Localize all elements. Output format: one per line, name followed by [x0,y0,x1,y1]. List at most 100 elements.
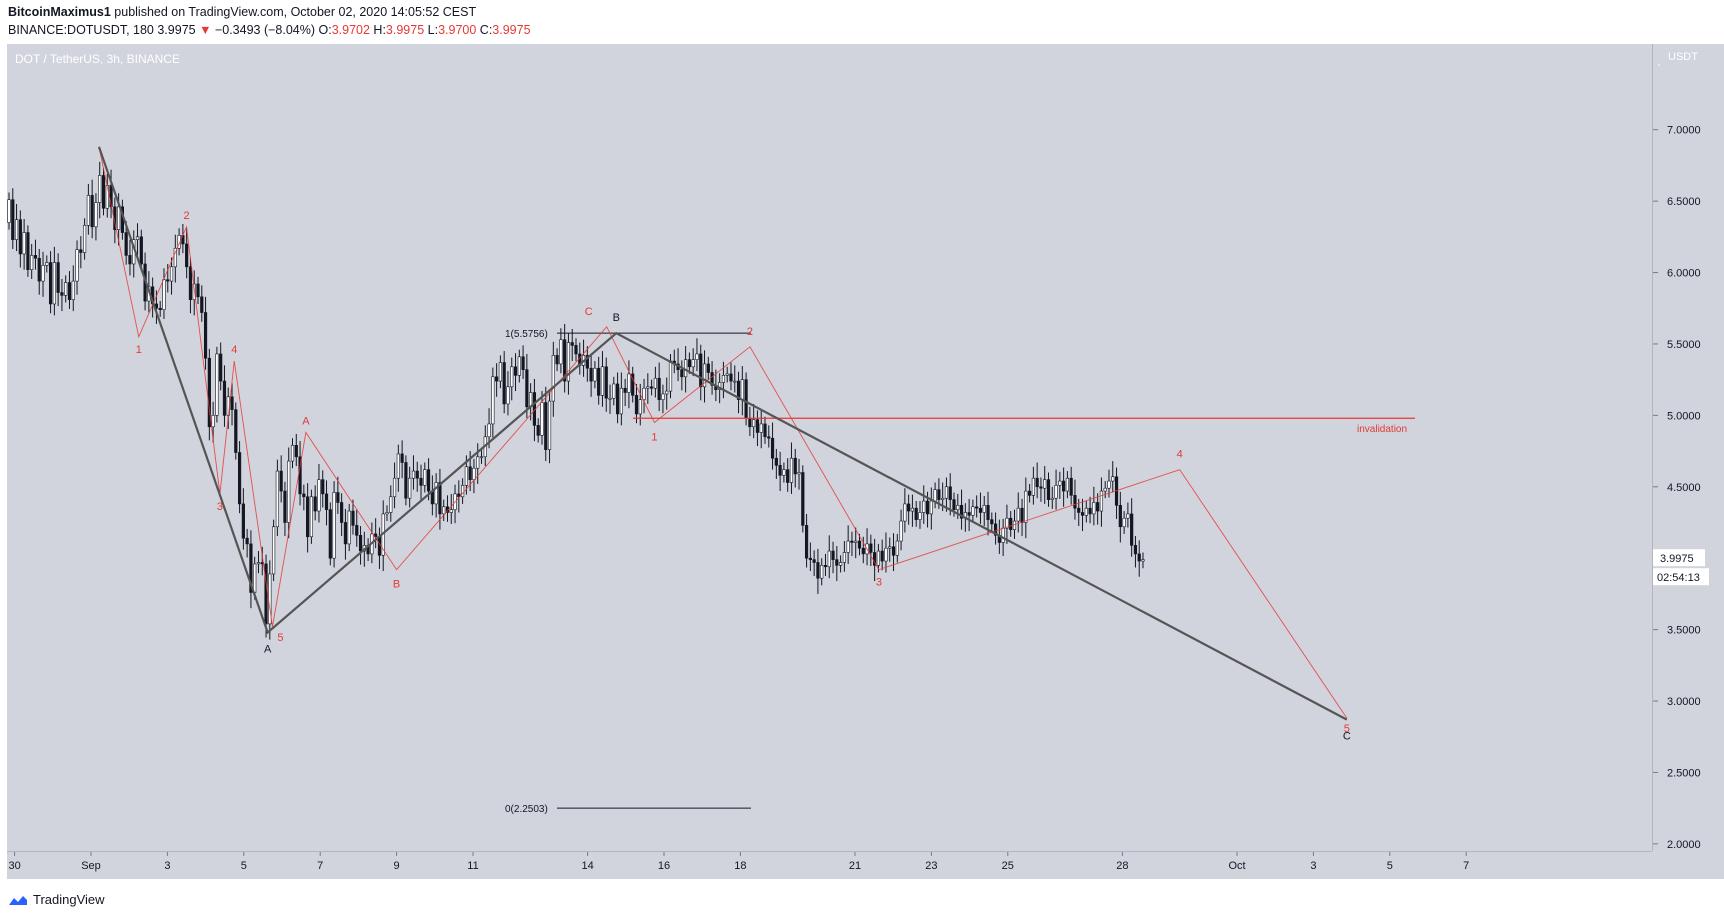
candle-body [740,379,744,400]
candle-body [502,362,506,405]
ohlc-legend: BINANCE:DOTUSDT, 180 3.9975 ▼ −0.3493 (−… [8,23,531,37]
candle-body [861,547,865,555]
candle-body [907,503,911,512]
candle-body [555,355,559,365]
candle-body [657,377,661,400]
candle-body [173,247,177,268]
candle-body [551,355,555,402]
candle-body [18,219,22,255]
candle-body [820,565,824,579]
time-tick-label: 3 [1310,860,1316,872]
price-tick-label: 2.0000 [1667,839,1701,851]
candle-body [816,562,820,579]
brand-label: TradingView [33,892,105,907]
open-label: O: [318,23,332,37]
candle-body [188,266,193,300]
time-axis[interactable]: 30 Sep 3 5 7 9 11 14 16 18 21 23 25 28 Oct 3 5 7 [7,851,1652,880]
candle-body [449,509,453,513]
candle-body [944,486,949,499]
candle-body [79,249,83,253]
candle-body [472,467,476,480]
candle-body [850,540,854,543]
candle-body [41,265,45,282]
candle-body [589,367,593,382]
candle-body [196,283,200,298]
chart-pane[interactable]: invalidation 1(5.5756) 0(2.2503) 1 2 3 4 5 A B C 1 2… [7,44,1652,851]
wave-label-red: 3 [217,501,223,513]
candle-body [600,366,605,396]
candle-body [230,396,234,410]
candle-body [22,232,26,255]
candle-body [638,399,642,415]
wave-label-red: 1 [651,432,657,444]
price-tick-label: 2.5000 [1667,767,1701,779]
candle-body [978,507,983,513]
candle-body [411,470,416,479]
candle-body [710,372,714,386]
candle-body [823,565,828,568]
time-tick-label: 23 [925,860,937,872]
candle-body [888,546,892,549]
price-tick-label: 4.5000 [1667,482,1701,494]
candle-body [457,493,461,498]
wave-label-black: C [1343,731,1351,743]
countdown-badge [1653,568,1709,586]
wave-label-red: 4 [231,344,237,356]
candle-body [64,282,68,296]
candle-body [185,243,189,268]
author-name[interactable]: BitcoinMaximus1 [8,5,111,19]
candle-body [1077,507,1081,513]
time-tick-label: Oct [1228,860,1245,872]
candle-body [237,452,242,505]
candle-body [52,262,56,305]
candle-body [1065,477,1069,492]
candle-body [744,379,748,419]
candle-body [30,255,34,270]
tradingview-brand[interactable]: TradingView [8,892,105,907]
price-chart[interactable]: invalidation1(5.5756)0(2.2503)12345ABC12… [7,44,1652,851]
candle-body [377,536,382,556]
candle-body [487,423,491,438]
candle-body [540,402,544,436]
candle-body [404,462,408,499]
candle-body [687,359,691,368]
candle-body [699,353,703,388]
candle-body [347,510,351,545]
price-tick-label: 6.0000 [1667,268,1701,280]
candle-body [222,380,227,416]
time-axis-svg: 30 Sep 3 5 7 9 11 14 16 18 21 23 25 28 Oct 3 5 7 [8,852,1469,872]
candle-body [804,525,809,559]
candle-body [778,465,782,476]
candle-body [702,363,707,388]
candle-body [948,486,952,500]
candle-body [559,339,563,365]
down-arrow-icon: ▼ [199,23,212,37]
candle-body [918,512,922,520]
candle-body [884,547,888,562]
candle-body [891,546,896,556]
candle-body [525,369,529,408]
wave-label-black: A [264,643,272,655]
candle-body [117,206,121,230]
open-value: 3.9702 [331,23,370,37]
candle-body [854,540,858,543]
candle-body [585,355,589,369]
candle-body [831,550,835,560]
time-tick-label: 14 [581,860,593,872]
price-axis-svg: USDT 7.0000 6.5000 6.0000 5.5000 5.0000 4.500… [1653,51,1709,851]
candle-body [835,559,839,566]
candle-body [1046,479,1051,500]
candle-body [752,419,756,428]
candle-body [302,493,306,498]
wave-label-red: C [585,306,593,318]
candle-body [207,357,211,428]
candle-body [1126,513,1130,519]
countdown-label: 02:54:13 [1657,572,1700,584]
candle-body [665,390,669,395]
candle-body [782,469,786,476]
price-axis[interactable]: USDT 7.0000 6.5000 6.0000 5.5000 5.0000 4.500… [1652,44,1724,851]
candle-body [279,470,283,492]
candle-body [597,367,601,396]
candle-body [83,225,87,253]
candle-body [101,175,106,209]
